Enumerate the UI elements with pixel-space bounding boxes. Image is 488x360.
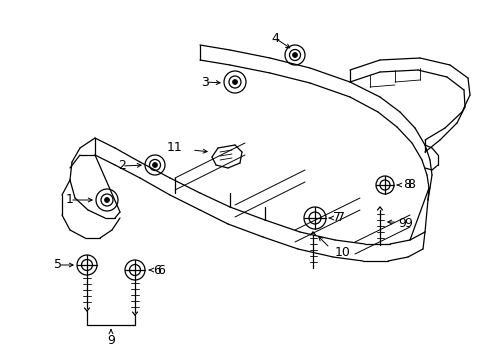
Text: 9: 9 (397, 217, 405, 230)
Circle shape (232, 80, 237, 85)
Text: 7: 7 (336, 211, 345, 225)
Text: 6: 6 (153, 264, 161, 276)
Text: 1: 1 (66, 193, 74, 207)
Text: 9: 9 (403, 217, 411, 230)
Text: 8: 8 (402, 179, 410, 192)
Circle shape (292, 53, 297, 58)
Text: 3: 3 (201, 76, 208, 89)
Circle shape (152, 162, 157, 167)
Text: 9: 9 (107, 333, 115, 346)
Text: 11: 11 (166, 141, 182, 154)
Text: 2: 2 (118, 159, 126, 172)
Text: 8: 8 (406, 179, 414, 192)
Text: 6: 6 (157, 264, 164, 276)
Text: 4: 4 (270, 31, 278, 45)
Text: 10: 10 (334, 246, 350, 258)
Text: 5: 5 (54, 258, 62, 271)
Text: 7: 7 (332, 211, 340, 225)
Circle shape (104, 198, 109, 202)
